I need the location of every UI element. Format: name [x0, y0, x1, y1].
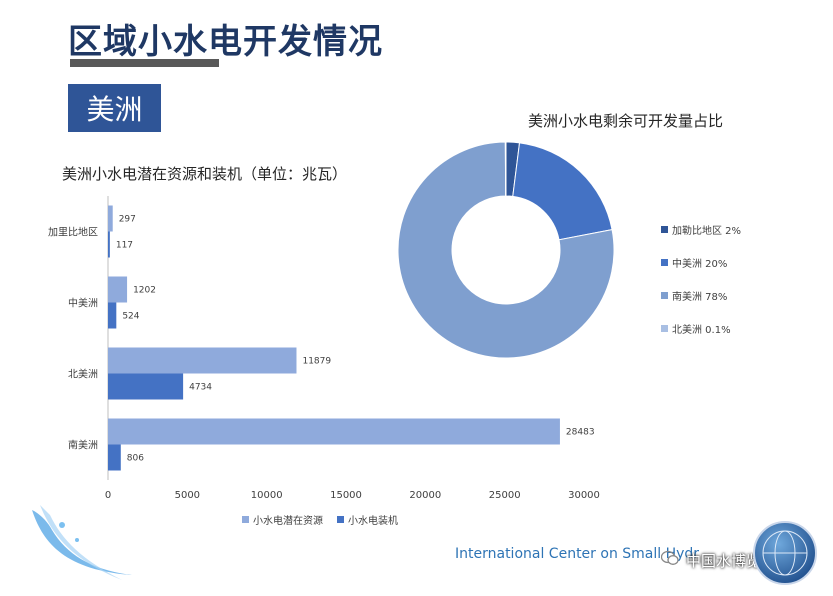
legend-swatch — [337, 516, 344, 523]
category-label: 中美洲 — [68, 297, 98, 310]
data-label: 297 — [119, 215, 136, 225]
footer-organization-text: International Center on Small Hydr — [455, 546, 700, 562]
bar — [108, 444, 121, 471]
legend-label: 小水电潜在资源 — [253, 516, 323, 527]
slide-title: 区域小水电开发情况 — [68, 22, 383, 62]
category-label: 南美洲 — [68, 439, 98, 452]
legend-item-central-america: 中美洲 20% — [661, 246, 741, 279]
section-badge: 美洲 — [68, 84, 161, 132]
donut-slice — [504, 141, 507, 197]
legend-label: 南美洲 78% — [672, 292, 728, 303]
legend-swatch — [661, 226, 668, 233]
data-label: 4734 — [189, 383, 212, 393]
globe-logo-icon — [753, 521, 817, 585]
x-tick-label: 15000 — [330, 490, 362, 501]
data-label: 28483 — [566, 428, 595, 438]
legend-item-potential: 小水电潜在资源 — [242, 512, 323, 527]
data-label: 806 — [127, 454, 144, 464]
bar — [108, 418, 560, 445]
legend-label: 小水电装机 — [348, 516, 398, 527]
donut-slice — [397, 141, 615, 359]
title-underline — [70, 59, 219, 67]
bar — [108, 231, 110, 258]
legend-swatch — [661, 292, 668, 299]
legend-label: 北美洲 0.1% — [672, 325, 731, 336]
legend-item-north-america: 北美洲 0.1% — [661, 312, 741, 345]
bar-chart-legend: 小水电潜在资源 小水电装机 — [242, 512, 398, 527]
legend-swatch — [242, 516, 249, 523]
data-label: 11879 — [302, 357, 331, 367]
data-label: 117 — [116, 241, 133, 251]
legend-label: 中美洲 20% — [672, 259, 728, 270]
legend-item-installed: 小水电装机 — [337, 512, 398, 527]
legend-swatch — [661, 259, 668, 266]
data-label: 1202 — [133, 286, 156, 296]
x-tick-label: 30000 — [568, 490, 600, 501]
legend-label: 加勒比地区 2% — [672, 226, 742, 237]
donut-slice — [512, 142, 613, 241]
bar — [108, 373, 184, 400]
wechat-icon — [661, 550, 679, 565]
legend-item-caribbean: 加勒比地区 2% — [661, 213, 741, 246]
water-splash-icon — [32, 505, 132, 580]
x-tick-label: 5000 — [175, 490, 200, 501]
category-label: 北美洲 — [68, 368, 98, 381]
data-label: 524 — [122, 312, 139, 322]
bar — [108, 302, 117, 329]
bar-chart-title: 美洲小水电潜在资源和装机（单位：兆瓦） — [62, 165, 348, 183]
category-label: 加里比地区 — [48, 226, 98, 239]
x-tick-label: 0 — [105, 490, 111, 501]
bar — [108, 276, 128, 303]
donut-chart-title: 美洲小水电剩余可开发量占比 — [528, 112, 724, 130]
legend-swatch — [661, 325, 668, 332]
legend-item-south-america: 南美洲 78% — [661, 279, 741, 312]
donut-chart-legend: 加勒比地区 2% 中美洲 20% 南美洲 78% 北美洲 0.1% — [661, 213, 741, 345]
x-tick-label: 20000 — [409, 490, 441, 501]
x-tick-label: 25000 — [489, 490, 521, 501]
bar — [108, 205, 113, 232]
bar — [108, 347, 297, 374]
x-tick-label: 10000 — [251, 490, 283, 501]
